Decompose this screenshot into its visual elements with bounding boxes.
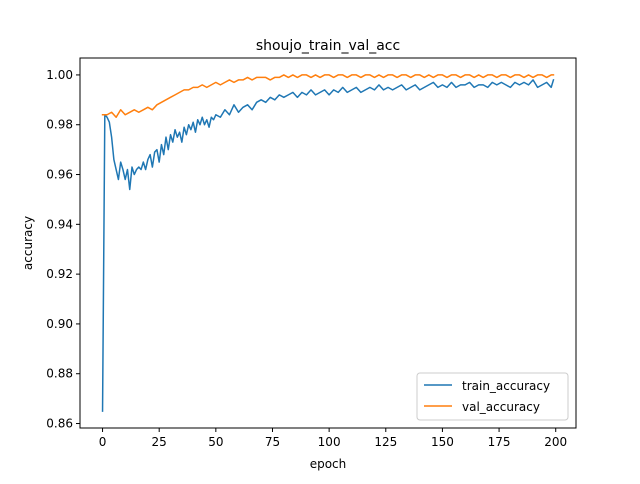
legend-label-val: val_accuracy: [462, 400, 540, 414]
series-lines: [101, 74, 555, 412]
x-axis-label: epoch: [310, 457, 347, 471]
y-tick-label: 0.90: [46, 317, 73, 331]
x-tick-label: 150: [431, 435, 454, 449]
y-tick-label: 0.98: [46, 118, 73, 132]
x-tick-label: 25: [152, 435, 167, 449]
x-tick-label: 200: [544, 435, 567, 449]
axis-ticks: 0 25 50 75 100 125 150 175 200 0.86 0.88 0.90 0.92 0.…: [46, 68, 567, 449]
x-tick-label: 100: [318, 435, 341, 449]
legend: train_accuracy val_accuracy: [416, 372, 569, 421]
plot-area: [80, 58, 576, 428]
x-tick-label: 75: [265, 435, 280, 449]
y-tick-label: 0.92: [46, 267, 73, 281]
y-axis-label: accuracy: [21, 216, 35, 270]
y-tick-label: 0.96: [46, 168, 73, 182]
legend-box: [416, 372, 569, 421]
series-line-val_accuracy: [101, 74, 555, 119]
y-tick-label: 0.86: [46, 417, 73, 431]
y-tick-label: 0.88: [46, 367, 73, 381]
chart-title: shoujo_train_val_acc: [256, 38, 400, 54]
series-line-train_accuracy: [101, 78, 555, 412]
x-tick-label: 50: [208, 435, 223, 449]
legend-label-train: train_accuracy: [462, 379, 550, 393]
x-tick-label: 0: [99, 435, 107, 449]
y-tick-label: 1.00: [46, 68, 73, 82]
x-tick-label: 125: [374, 435, 397, 449]
y-tick-label: 0.94: [46, 217, 73, 231]
x-tick-label: 175: [488, 435, 511, 449]
plot-frame: [79, 57, 577, 429]
